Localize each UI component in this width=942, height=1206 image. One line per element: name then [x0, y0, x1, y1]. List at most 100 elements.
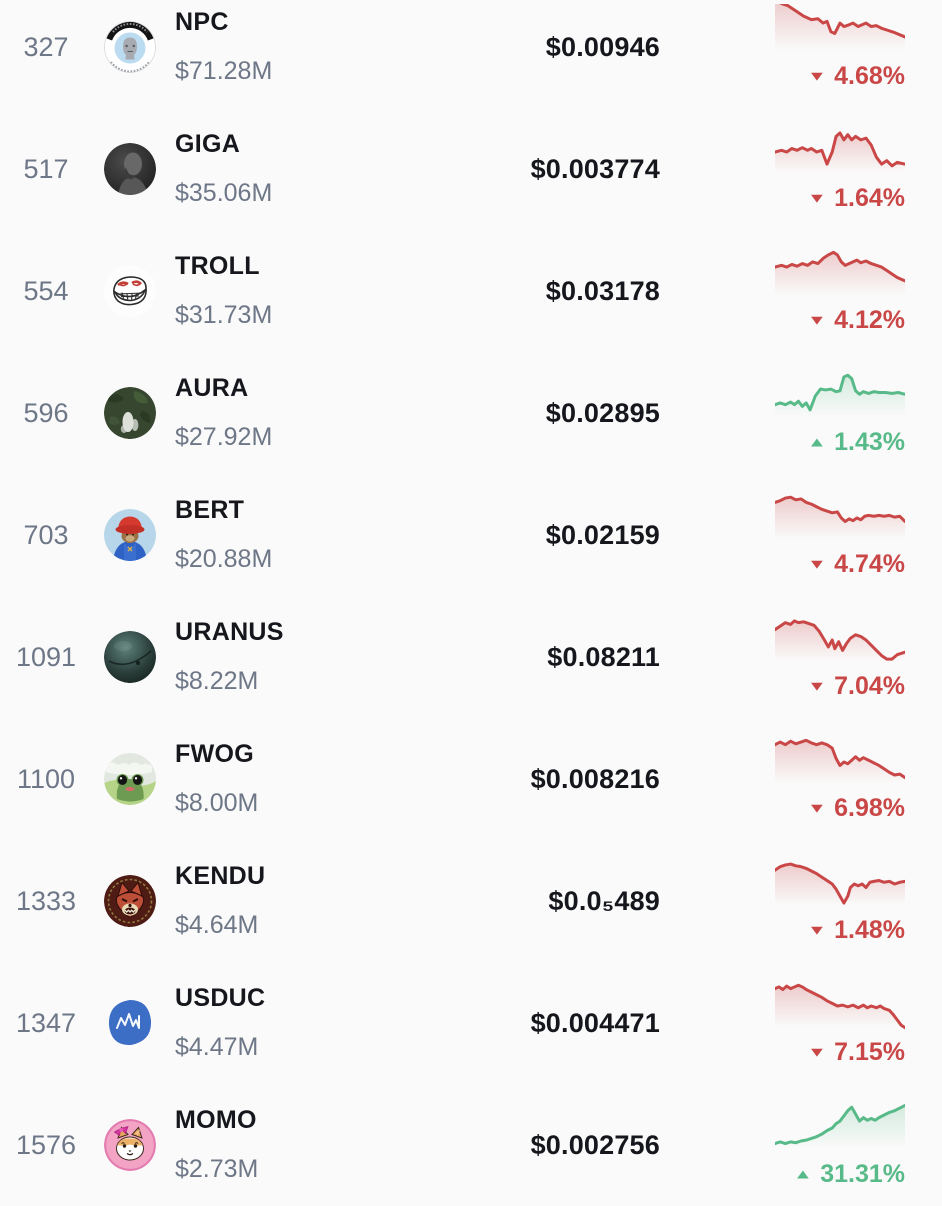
change-percent: 1.64%: [834, 183, 905, 212]
token-symbol: FWOG: [175, 740, 254, 768]
token-rank: 1100: [16, 763, 76, 794]
change-percent: 1.48%: [834, 915, 905, 944]
change-badge: ▼ 4.12%: [807, 305, 905, 335]
token-symbol: NPC: [175, 8, 229, 36]
change-direction-icon: ▼: [807, 922, 828, 938]
token-row[interactable]: 517 GIGA $35.06M $0.003774 ▼ 1.64%: [0, 108, 942, 230]
token-market-cap: $35.06M: [175, 179, 273, 207]
token-row[interactable]: 1091 URANUS $8.22M $0.08211 ▼ 7.04%: [0, 596, 942, 718]
token-symbol: URANUS: [175, 618, 284, 646]
sparkline-chart: [775, 370, 905, 422]
aura-forest-icon: [104, 387, 156, 439]
change-badge: ▲ 1.43%: [807, 427, 905, 457]
token-market-cap: $27.92M: [175, 423, 273, 451]
token-price: $0.00946: [545, 31, 660, 62]
sparkline-chart: [775, 492, 905, 544]
change-direction-icon: ▼: [807, 190, 828, 206]
token-row[interactable]: 1333 KENDU $4.64M $0.0₅489 ▼ 1.48%: [0, 840, 942, 962]
npc-face-icon: [104, 21, 156, 73]
sparkline-chart: [775, 858, 905, 910]
uranus-planet-icon: [104, 631, 156, 683]
change-percent: 7.15%: [834, 1037, 905, 1066]
token-row[interactable]: 1347 USDUC $4.47M $0.004471 ▼ 7.15%: [0, 962, 942, 1084]
change-percent: 7.04%: [834, 671, 905, 700]
token-row[interactable]: 327 NPC $71.28M $0.00946 ▼ 4.68%: [0, 0, 942, 108]
token-row[interactable]: 703 BERT $20.88M $0.02159 ▼ 4.74%: [0, 474, 942, 596]
change-direction-icon: ▼: [807, 800, 828, 816]
token-rank: 1576: [15, 1129, 77, 1160]
token-symbol: TROLL: [175, 252, 260, 280]
change-badge: ▼ 4.74%: [807, 549, 905, 579]
token-market-cap: $2.73M: [175, 1155, 259, 1183]
usduc-chart-icon: [104, 997, 156, 1049]
token-market-cap: $4.64M: [175, 911, 259, 939]
token-rank: 596: [23, 397, 69, 428]
token-price: $0.004471: [530, 1007, 660, 1038]
token-symbol: MOMO: [175, 1106, 257, 1134]
change-badge: ▼ 4.68%: [807, 61, 905, 91]
token-market-cap: $20.88M: [175, 545, 273, 573]
sparkline-chart: [775, 126, 905, 178]
token-market-cap: $8.00M: [175, 789, 259, 817]
token-row[interactable]: 554 TROLL $31.73M $0.03178 ▼ 4.12%: [0, 230, 942, 352]
token-row[interactable]: 1576 MOMO $2.73M $0.002756 ▲ 31.31%: [0, 1084, 942, 1206]
token-symbol: AURA: [175, 374, 249, 402]
sparkline-chart: [775, 980, 905, 1032]
change-badge: ▼ 1.64%: [807, 183, 905, 213]
momo-dog-icon: [104, 1119, 156, 1171]
token-rank: 554: [23, 275, 69, 306]
change-badge: ▼ 1.48%: [807, 915, 905, 945]
sparkline-chart: [775, 614, 905, 666]
token-price: $0.002756: [530, 1129, 660, 1160]
change-badge: ▼ 6.98%: [807, 793, 905, 823]
token-market-cap: $8.22M: [175, 667, 259, 695]
token-row[interactable]: 596 AURA $27.92M $0.02895 ▲ 1.43%: [0, 352, 942, 474]
change-direction-icon: ▼: [807, 1044, 828, 1060]
change-direction-icon: ▲: [807, 434, 828, 450]
token-market-cap: $4.47M: [175, 1033, 259, 1061]
sparkline-chart: [775, 736, 905, 788]
token-symbol: KENDU: [175, 862, 266, 890]
change-percent: 4.12%: [834, 305, 905, 334]
change-badge: ▼ 7.15%: [807, 1037, 905, 1067]
token-price: $0.008216: [530, 763, 660, 794]
token-rank: 1333: [15, 885, 77, 916]
token-price: $0.0₅489: [548, 885, 660, 916]
token-price: $0.08211: [547, 641, 660, 672]
change-percent: 31.31%: [820, 1159, 905, 1188]
token-row[interactable]: 1100 FWOG $8.00M $0.008216 ▼ 6.98%: [0, 718, 942, 840]
token-rank: 1091: [15, 641, 77, 672]
token-market-cap: $31.73M: [175, 301, 273, 329]
bert-bear-icon: [104, 509, 156, 561]
token-rank: 1347: [15, 1007, 77, 1038]
change-badge: ▼ 7.04%: [807, 671, 905, 701]
token-symbol: GIGA: [175, 130, 241, 158]
token-price: $0.03178: [545, 275, 660, 306]
token-price: $0.003774: [530, 153, 660, 184]
troll-face-icon: [104, 265, 156, 317]
change-direction-icon: ▼: [807, 68, 828, 84]
token-symbol: BERT: [175, 496, 245, 524]
token-symbol: USDUC: [175, 984, 266, 1012]
change-percent: 6.98%: [834, 793, 905, 822]
change-direction-icon: ▼: [807, 312, 828, 328]
change-percent: 4.74%: [834, 549, 905, 578]
giga-chad-icon: [104, 143, 156, 195]
token-market-cap: $71.28M: [175, 57, 273, 85]
token-rank: 703: [23, 519, 69, 550]
token-rank: 517: [23, 153, 69, 184]
change-direction-icon: ▲: [793, 1166, 814, 1182]
sparkline-chart: [775, 248, 905, 300]
token-price: $0.02895: [545, 397, 660, 428]
change-badge: ▲ 31.31%: [793, 1159, 905, 1189]
change-direction-icon: ▼: [807, 556, 828, 572]
change-percent: 1.43%: [834, 427, 905, 456]
sparkline-chart: [775, 1102, 905, 1154]
token-rank: 327: [23, 31, 69, 62]
fwog-frog-icon: [104, 753, 156, 805]
change-percent: 4.68%: [834, 61, 905, 90]
change-direction-icon: ▼: [807, 678, 828, 694]
kendu-dog-icon: [104, 875, 156, 927]
token-price: $0.02159: [545, 519, 660, 550]
